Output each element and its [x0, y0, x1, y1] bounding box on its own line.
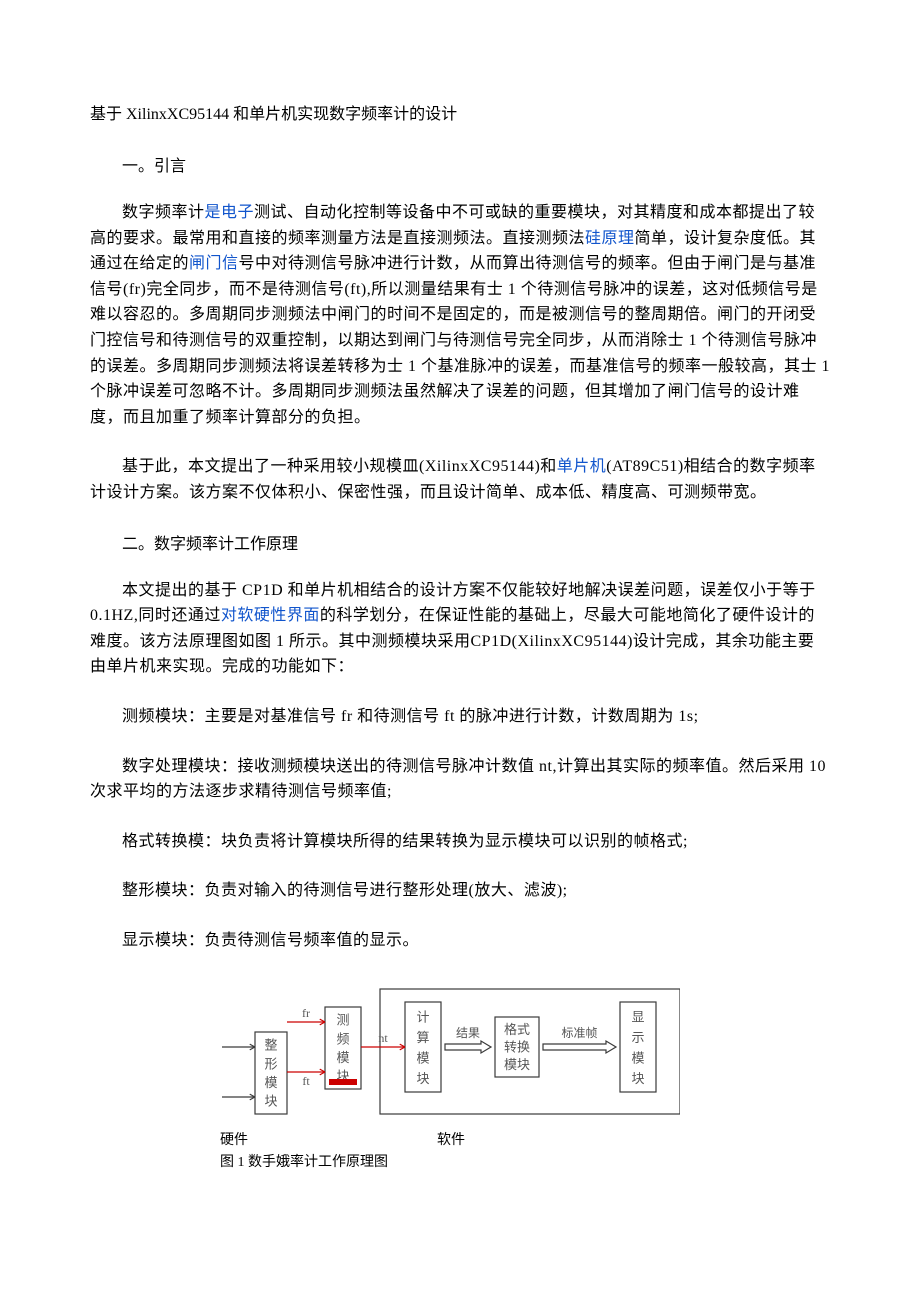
svg-text:频: 频: [336, 1032, 349, 1047]
svg-text:计: 计: [416, 1010, 429, 1025]
link-gate-signal[interactable]: 闸门信: [189, 255, 239, 272]
svg-text:转换: 转换: [504, 1040, 530, 1055]
svg-text:形: 形: [264, 1057, 277, 1072]
svg-text:结果: 结果: [456, 1026, 480, 1040]
svg-text:示: 示: [631, 1030, 644, 1045]
paragraph-1: 数字频率计是电子测试、自动化控制等设备中不可或缺的重要模块，对其精度和成本都提出…: [90, 200, 830, 430]
link-electronics[interactable]: 是电子: [205, 204, 255, 221]
link-hw-sw-boundary[interactable]: 对软硬性界面: [221, 607, 320, 624]
section-heading-principle: 二。数字频率计工作原理: [90, 530, 830, 554]
svg-text:格式: 格式: [504, 1022, 530, 1037]
svg-text:ft: ft: [302, 1074, 310, 1088]
paragraph-5: 数字处理模块：接收测频模块送出的待测信号脉冲计数值 nt,计算出其实际的频率值。…: [90, 754, 830, 805]
link-silicon-principle[interactable]: 硅原理: [585, 230, 635, 247]
svg-text:模: 模: [416, 1051, 429, 1066]
svg-text:显: 显: [631, 1010, 644, 1025]
figure-1-caption: 图 1 数手娥率计工作原理图: [220, 1151, 388, 1171]
figure-1-diagram: 整形模块测频模块计算模块格式转换模块显示模块frftnt结果标准帧: [220, 977, 680, 1127]
svg-text:块: 块: [631, 1071, 644, 1086]
paragraph-8: 显示模块：负责待测信号频率值的显示。: [90, 928, 830, 954]
document-page: 基于 XilinxXC95144 和单片机实现数字频率计的设计 一。引言 数字频…: [0, 0, 920, 1221]
figure-1-hw-sw-labels: 硬件 软件: [220, 1129, 465, 1149]
text: 基于此，本文提出了一种采用较小规模皿(XilinxXC95144)和: [122, 458, 557, 475]
svg-text:fr: fr: [302, 1006, 310, 1020]
figure-1: 整形模块测频模块计算模块格式转换模块显示模块frftnt结果标准帧 硬件 软件 …: [90, 977, 830, 1171]
svg-text:整: 整: [264, 1038, 277, 1053]
section-heading-intro: 一。引言: [90, 152, 830, 176]
svg-text:测: 测: [336, 1013, 349, 1028]
paragraph-3: 本文提出的基于 CP1D 和单片机相结合的设计方案不仅能较好地解决误差问题，误差…: [90, 578, 830, 680]
link-mcu[interactable]: 单片机: [557, 458, 607, 475]
svg-text:标准帧: 标准帧: [561, 1026, 597, 1040]
hw-label: 硬件: [220, 1129, 260, 1149]
svg-text:模: 模: [336, 1050, 349, 1065]
text: 数字频率计: [122, 204, 205, 221]
svg-text:块: 块: [416, 1071, 429, 1086]
text: 号中对待测信号脉冲进行计数，从而算出待测信号的频率。但由于闸门是与基准信号(fr…: [90, 255, 830, 426]
svg-text:算: 算: [416, 1030, 429, 1045]
svg-text:模: 模: [631, 1051, 644, 1066]
paragraph-4: 测频模块：主要是对基准信号 fr 和待测信号 ft 的脉冲进行计数，计数周期为 …: [90, 704, 830, 730]
svg-text:nt: nt: [378, 1031, 388, 1045]
svg-text:块: 块: [264, 1094, 277, 1109]
paragraph-7: 整形模块：负责对输入的待测信号进行整形处理(放大、滤波);: [90, 878, 830, 904]
paragraph-6: 格式转换模：块负责将计算模块所得的结果转换为显示模块可以识别的帧格式;: [90, 829, 830, 855]
document-title: 基于 XilinxXC95144 和单片机实现数字频率计的设计: [90, 100, 830, 124]
svg-text:模: 模: [264, 1075, 277, 1090]
paragraph-2: 基于此，本文提出了一种采用较小规模皿(XilinxXC95144)和单片机(AT…: [90, 454, 830, 505]
sw-label: 软件: [437, 1133, 465, 1148]
svg-text:模块: 模块: [504, 1058, 530, 1073]
